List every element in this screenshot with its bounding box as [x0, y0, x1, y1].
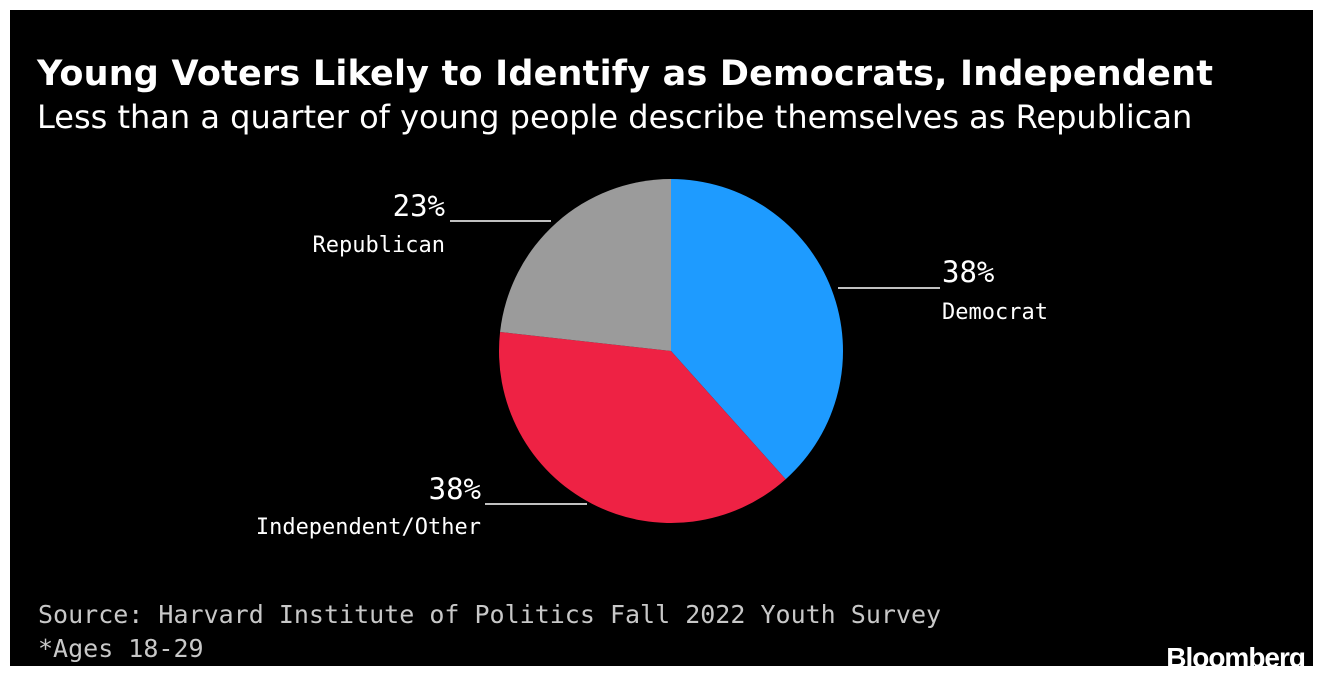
chart-title: Young Voters Likely to Identify as Democ…: [37, 54, 1214, 94]
chart-subtitle: Less than a quarter of young people desc…: [37, 98, 1193, 136]
pie-slice-independent-other: [499, 331, 786, 524]
bloomberg-logo: Bloomberg: [1166, 642, 1306, 673]
footnote: *Ages 18-29: [38, 634, 204, 663]
slice-category-label: Republican: [313, 233, 445, 258]
pie-slice-republican: [500, 179, 671, 351]
pie-slices: [499, 179, 844, 524]
chart-panel: Young Voters Likely to Identify as Democ…: [10, 10, 1313, 673]
slice-value-label: 23%: [393, 189, 445, 223]
pie-slice-democrat: [671, 179, 844, 480]
pie-labels: 38% Democrat 38% Independent/Other 23% Republ…: [256, 189, 1048, 540]
slice-value-label: 38%: [429, 472, 481, 506]
slice-category-label: Democrat: [942, 300, 1048, 325]
slice-category-label: Independent/Other: [256, 515, 481, 540]
source-note: Source: Harvard Institute of Politics Fa…: [38, 600, 942, 629]
slice-value-label: 38%: [942, 255, 994, 289]
pie-chart: 38% Democrat 38% Independent/Other 23% Republ…: [256, 179, 1048, 540]
pie-leader-lines: [450, 220, 940, 505]
